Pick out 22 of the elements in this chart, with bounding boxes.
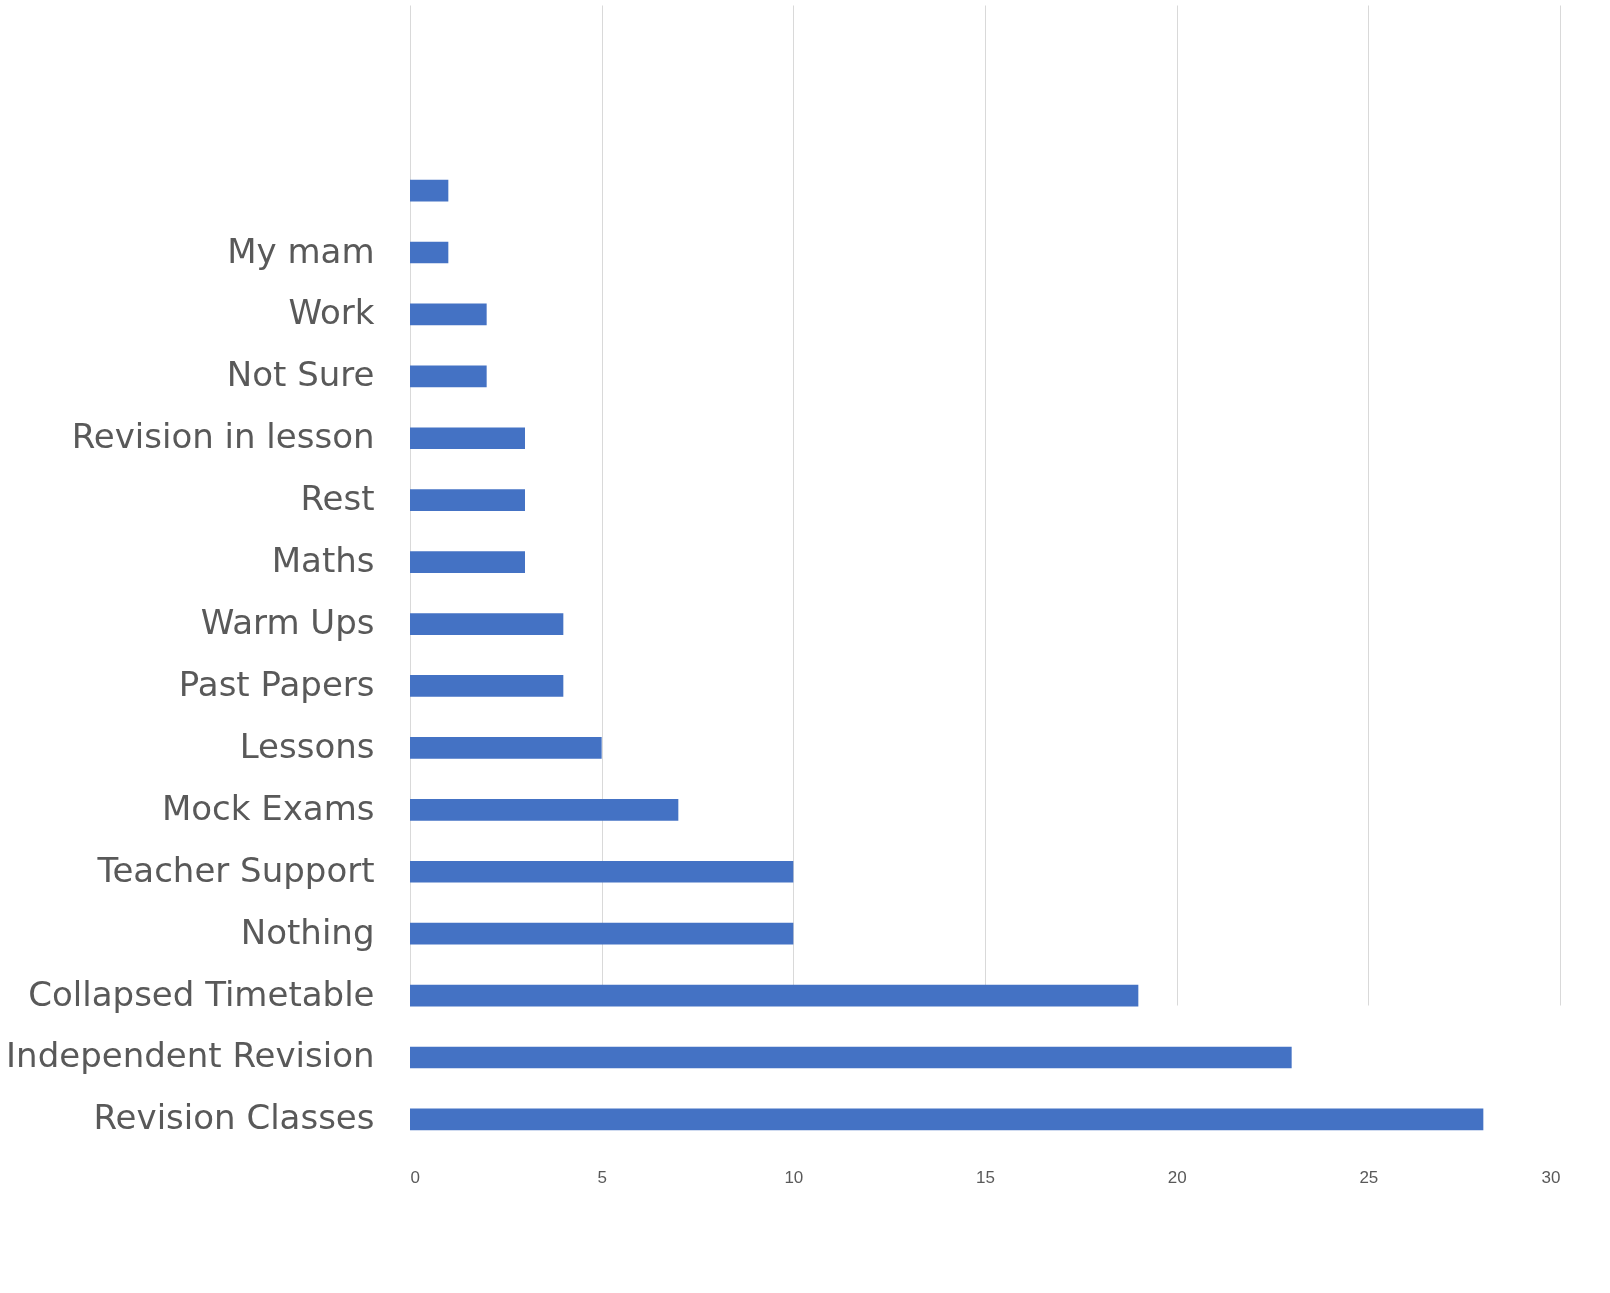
y-tick-label: Warm Ups bbox=[200, 602, 375, 643]
y-tick-label: Revision Classes bbox=[93, 1097, 375, 1138]
y-tick-label: Work bbox=[288, 292, 375, 333]
y-tick-label: Maths bbox=[271, 540, 375, 581]
y-tick-label: Revision in lesson bbox=[71, 416, 375, 457]
y-tick-label: Teacher Support bbox=[96, 849, 375, 890]
x-tick-label: 5 bbox=[597, 1167, 607, 1187]
y-tick-label: Collapsed Timetable bbox=[28, 973, 375, 1014]
y-tick-label: Rest bbox=[300, 478, 375, 519]
x-tick-label: 25 bbox=[1359, 1167, 1379, 1187]
x-tick-label: 30 bbox=[1541, 1167, 1561, 1187]
y-tick-label: Nothing bbox=[240, 911, 375, 952]
y-tick-label: Past Papers bbox=[178, 663, 375, 704]
y-tick-label: My mam bbox=[227, 230, 375, 271]
x-tick-label: 0 bbox=[410, 1167, 420, 1187]
y-tick-label: Independent Revision bbox=[6, 1035, 375, 1076]
x-tick-label: 10 bbox=[784, 1167, 804, 1187]
y-tick-label: Lessons bbox=[239, 725, 375, 766]
y-tick-label: Not Sure bbox=[226, 354, 375, 395]
x-tick-label: 15 bbox=[976, 1167, 995, 1187]
x-tick-label: 20 bbox=[1167, 1167, 1187, 1187]
y-tick-label: Mock Exams bbox=[161, 787, 375, 828]
